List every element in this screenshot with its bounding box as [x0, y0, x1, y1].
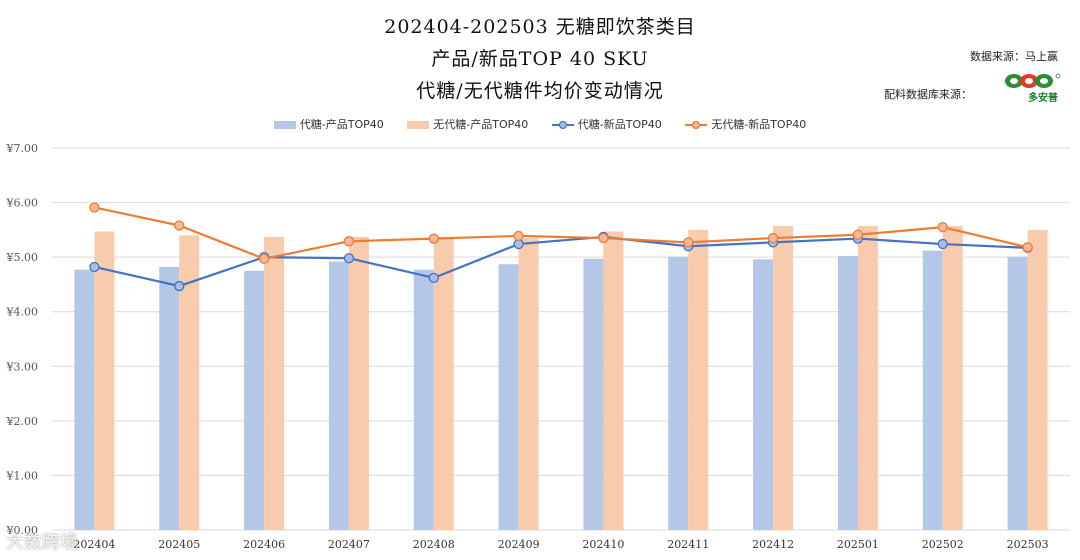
line-wudaitang-new-point — [1022, 242, 1033, 253]
y-tick-label: ¥4.00 — [6, 306, 39, 319]
line-wudaitang-new-point — [937, 221, 948, 233]
bar-wudaitang-product — [264, 236, 285, 531]
duoanpu-logo-icon — [1005, 73, 1061, 88]
bar-daitang-product — [328, 261, 349, 530]
legend-label: 代糖-产品TOP40 — [299, 118, 384, 131]
x-tick-label: 202502 — [922, 538, 964, 551]
bar-wudaitang-product — [942, 226, 963, 530]
bar-daitang-product — [74, 269, 95, 530]
logo-text: 多安普 — [1028, 93, 1058, 104]
x-tick-label: 202412 — [752, 538, 794, 551]
y-tick-label: ¥5.00 — [6, 251, 39, 264]
x-tick-label: 202407 — [328, 538, 370, 551]
x-tick-label: 202406 — [243, 538, 285, 551]
bar-wudaitang-product — [603, 231, 624, 530]
legend-item-bar2: 无代糖-产品TOP40 — [407, 116, 528, 132]
bar-wudaitang-product — [688, 229, 709, 530]
x-tick-label: 202404 — [73, 538, 115, 551]
bar-daitang-product — [244, 270, 265, 530]
bar-daitang-product — [498, 264, 519, 530]
chart-title-line-3: 代糖/无代糖件均价变动情况 — [416, 80, 664, 102]
bar-daitang-product — [1007, 256, 1028, 530]
bar-wudaitang-product — [348, 236, 369, 531]
data-source-label: 数据来源：马上赢 — [970, 50, 1058, 63]
line-daitang-new-point — [174, 280, 185, 292]
x-tick-label: 202409 — [498, 538, 540, 551]
bar-wudaitang-product — [179, 235, 200, 531]
bar-daitang-product — [413, 269, 434, 530]
legend-label: 无代糖-新品TOP40 — [711, 118, 807, 131]
legend-item-line2: 无代糖-新品TOP40 — [685, 116, 806, 132]
bar-wudaitang-product — [433, 236, 454, 531]
watermark: 大数跨境 — [6, 532, 78, 553]
y-tick-label: ¥2.00 — [6, 415, 39, 428]
line-wudaitang-new — [94, 206, 1028, 260]
bar-wudaitang-product — [857, 226, 878, 530]
line-daitang-new-point — [89, 261, 100, 273]
chart-title-line-1: 202404-202503 无糖即饮茶类目 — [384, 16, 696, 38]
legend-item-line1: 代糖-新品TOP40 — [551, 116, 662, 132]
line-wudaitang-new-point — [428, 233, 439, 244]
bar-daitang-product — [922, 250, 943, 530]
line-wudaitang-new-point — [89, 202, 100, 213]
chart-title-line-2: 产品/新品TOP 40 SKU — [431, 48, 649, 70]
bar-daitang-product — [837, 256, 858, 530]
legend-item-bar1: 代糖-产品TOP40 — [273, 116, 384, 132]
bar-daitang-product — [583, 258, 604, 530]
y-tick-label: ¥0.00 — [6, 524, 39, 537]
x-tick-label: 202408 — [413, 538, 455, 551]
line-daitang-new-point — [343, 253, 355, 264]
line-wudaitang-new-point — [343, 236, 355, 247]
line-wudaitang-new-point — [767, 232, 779, 244]
y-tick-label: ¥7.00 — [6, 142, 39, 155]
bar-wudaitang-product — [94, 231, 115, 530]
x-tick-label: 202501 — [837, 538, 879, 551]
ingredient-db-source-label: 配料数据库来源： — [884, 88, 972, 101]
line-wudaitang-new-point — [258, 253, 270, 264]
chart-legend: 代糖-产品TOP40 无代糖-产品TOP40 代糖-新品TOP40 无代糖-新品… — [0, 116, 1080, 132]
bar-daitang-product — [753, 259, 774, 530]
line-wudaitang-new-point — [513, 230, 524, 242]
line-wudaitang-new-point — [852, 229, 864, 240]
legend-label: 无代糖-产品TOP40 — [433, 118, 529, 131]
y-tick-label: ¥1.00 — [6, 469, 39, 482]
line-wudaitang-new-point — [598, 232, 609, 244]
bar-wudaitang-product — [518, 238, 539, 531]
line-daitang-new-point — [937, 238, 948, 250]
bar-daitang-product — [668, 256, 689, 530]
x-tick-label: 202411 — [667, 538, 709, 551]
line-wudaitang-new-point — [174, 220, 185, 231]
bar-wudaitang-product — [1027, 229, 1048, 530]
bar-wudaitang-product — [773, 226, 794, 530]
x-tick-label: 202410 — [582, 538, 624, 551]
line-daitang-new — [94, 235, 1028, 288]
x-tick-label: 202405 — [158, 538, 200, 551]
line-daitang-new-point — [428, 272, 439, 284]
legend-label: 代糖-新品TOP40 — [577, 118, 662, 131]
y-tick-label: ¥3.00 — [6, 360, 39, 373]
bar-daitang-product — [159, 266, 180, 530]
line-wudaitang-new-point — [683, 237, 694, 248]
y-tick-label: ¥6.00 — [6, 197, 39, 210]
x-tick-label: 202503 — [1007, 538, 1049, 551]
